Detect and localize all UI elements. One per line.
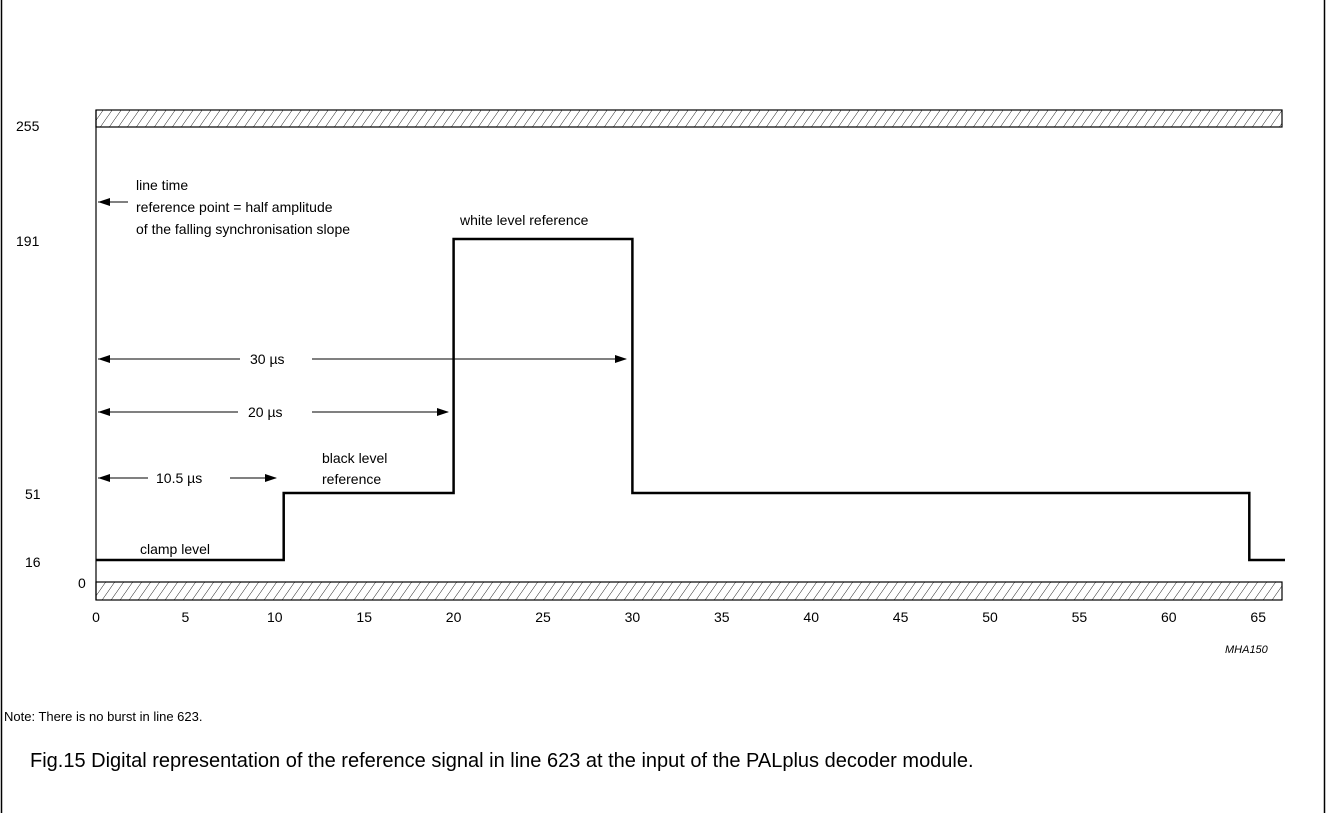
line-time-slope-label: of the falling synchronisation slope <box>136 221 350 237</box>
x-tick-label: 60 <box>1161 609 1177 625</box>
x-tick-label: 35 <box>714 609 730 625</box>
figure-caption: Fig.15 Digital representation of the ref… <box>30 750 974 772</box>
note-text: Note: There is no burst in line 623. <box>4 709 203 724</box>
clamp-level-label: clamp level <box>140 541 210 557</box>
figure-code: MHA150 <box>1225 644 1269 656</box>
black-level-reference-label: reference <box>322 471 381 487</box>
x-tick-label: 55 <box>1072 609 1088 625</box>
x-tick-label: 65 <box>1250 609 1266 625</box>
y-label-51: 51 <box>25 486 41 502</box>
x-tick-label: 45 <box>893 609 909 625</box>
dimension-30us-label: 30 µs <box>250 351 285 367</box>
line-time-label: line time <box>136 177 188 193</box>
y-label-255: 255 <box>16 118 40 134</box>
x-tick-label: 50 <box>982 609 998 625</box>
dimension-10-5us-label: 10.5 µs <box>156 470 202 486</box>
lower-limit-bar <box>95 581 1283 601</box>
y-label-16: 16 <box>25 554 41 570</box>
dimension-30us: 30 µs <box>98 351 627 367</box>
signal-waveform <box>96 237 1285 562</box>
black-level-label: black level <box>322 450 387 466</box>
x-tick-label: 20 <box>446 609 462 625</box>
x-tick-label: 25 <box>535 609 551 625</box>
white-level-label: white level reference <box>459 212 589 228</box>
y-label-0: 0 <box>78 575 86 591</box>
dimension-20us-label: 20 µs <box>248 404 283 420</box>
x-tick-label: 0 <box>92 609 100 625</box>
x-tick-label: 30 <box>625 609 641 625</box>
x-tick-label: 5 <box>182 609 190 625</box>
y-label-191: 191 <box>16 233 40 249</box>
line-time-arrow-head <box>98 198 110 206</box>
x-tick-label: 10 <box>267 609 283 625</box>
dimension-10-5us: 10.5 µs <box>98 470 277 486</box>
dimension-20us: 20 µs <box>98 404 449 420</box>
line-time-reference-label: reference point = half amplitude <box>136 199 333 215</box>
upper-limit-bar <box>95 109 1283 128</box>
x-axis-tick-labels: 0 5 10 15 20 25 30 35 40 45 50 55 60 65 <box>92 609 1266 625</box>
x-tick-label: 15 <box>356 609 372 625</box>
x-tick-label: 40 <box>803 609 819 625</box>
